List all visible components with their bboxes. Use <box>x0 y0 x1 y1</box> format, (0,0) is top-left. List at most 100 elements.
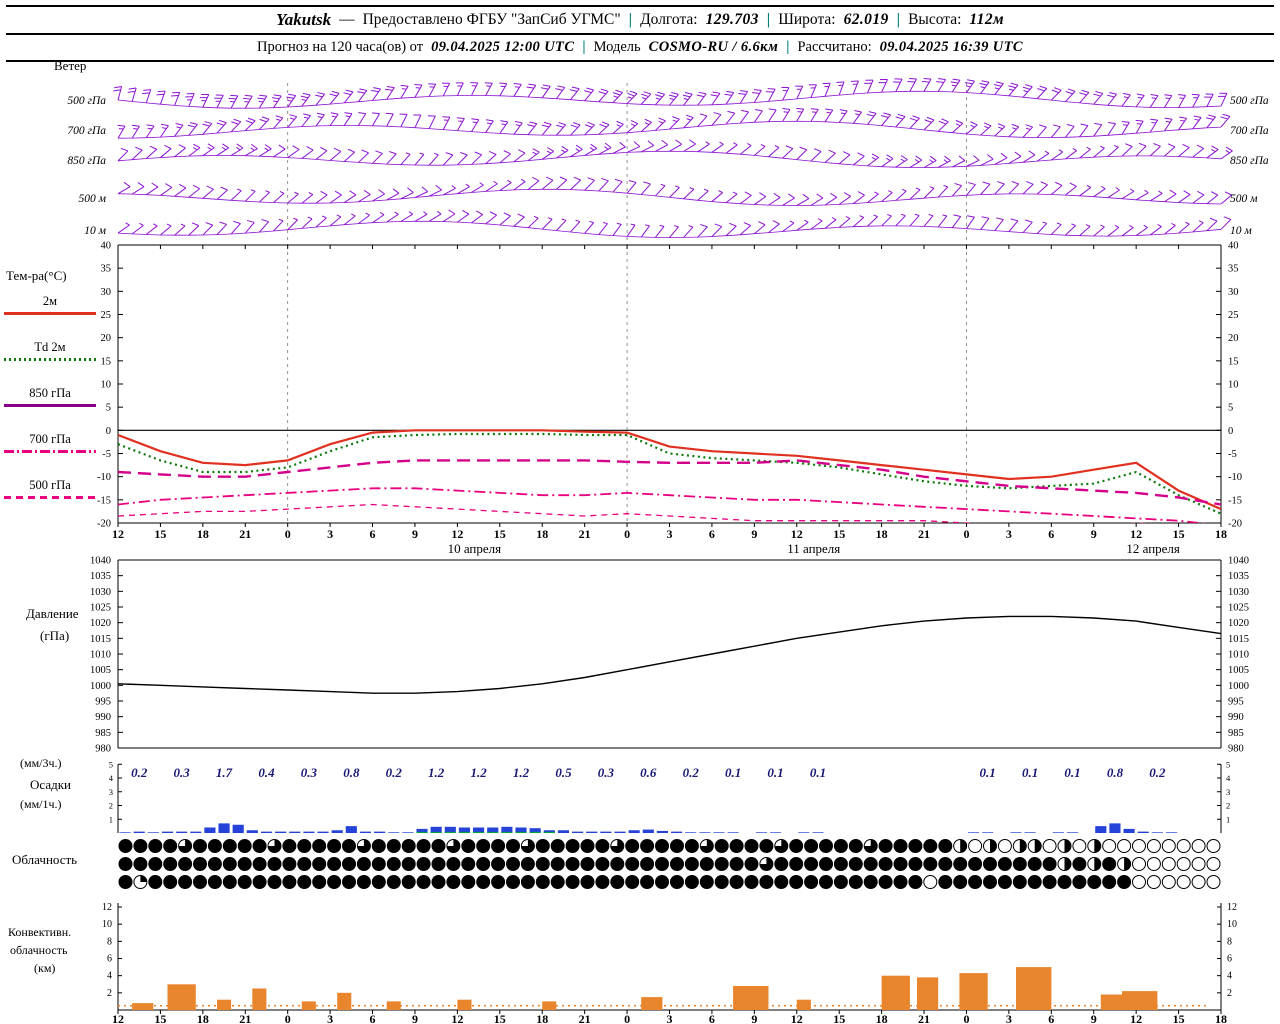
svg-text:15: 15 <box>1228 356 1239 367</box>
svg-text:1015: 1015 <box>1228 634 1249 645</box>
svg-text:10 м: 10 м <box>84 225 106 237</box>
svg-text:980: 980 <box>1228 744 1244 755</box>
svg-text:0: 0 <box>624 527 630 541</box>
svg-text:12: 12 <box>112 1012 124 1024</box>
longitude-label: Долгота: <box>640 11 698 28</box>
precip-1h-unit-label: (мм/1ч.) <box>20 797 62 811</box>
svg-text:4: 4 <box>109 773 114 783</box>
svg-text:1030: 1030 <box>1228 587 1249 598</box>
svg-text:30: 30 <box>1228 287 1239 298</box>
svg-text:1010: 1010 <box>90 650 111 661</box>
wind-row-4 <box>117 176 1233 206</box>
svg-text:700 гПа: 700 гПа <box>67 125 106 137</box>
svg-text:0.1: 0.1 <box>725 765 741 780</box>
svg-text:1000: 1000 <box>1228 681 1249 692</box>
latitude-label: Широта: <box>778 11 836 28</box>
svg-text:10: 10 <box>1228 380 1239 391</box>
svg-text:0: 0 <box>963 1012 969 1024</box>
svg-text:4: 4 <box>1226 773 1231 783</box>
header-line-2: Прогноз на 120 часа(ов) от 09.04.2025 12… <box>6 35 1274 62</box>
svg-text:1040: 1040 <box>90 556 111 567</box>
legend-item-700: 700 гПа <box>4 432 96 453</box>
wind-row-5 <box>117 209 1232 238</box>
svg-text:35: 35 <box>1228 264 1239 275</box>
altitude-label: Высота: <box>908 11 962 28</box>
svg-text:1020: 1020 <box>90 618 111 629</box>
svg-text:2: 2 <box>107 988 112 999</box>
svg-text:21: 21 <box>579 1012 591 1024</box>
svg-text:18: 18 <box>1215 527 1227 541</box>
svg-text:500 м: 500 м <box>79 193 107 205</box>
svg-text:1040: 1040 <box>1228 556 1249 567</box>
svg-text:9: 9 <box>412 527 418 541</box>
legend-label: 850 гПа <box>29 386 71 400</box>
svg-text:6: 6 <box>1048 1012 1054 1024</box>
svg-text:1.2: 1.2 <box>513 765 530 780</box>
legend-line-sample <box>4 358 96 361</box>
svg-text:20: 20 <box>1228 333 1239 344</box>
svg-text:0.3: 0.3 <box>301 765 318 780</box>
svg-text:3: 3 <box>1006 1012 1012 1024</box>
svg-text:3: 3 <box>1006 527 1012 541</box>
svg-text:12: 12 <box>791 527 803 541</box>
header-line-1: Yakutsk — Предоставлено ФГБУ "ЗапСиб УГМ… <box>6 5 1274 35</box>
svg-text:15: 15 <box>154 1012 166 1024</box>
run-time: 09.04.2025 12:00 UTC <box>431 39 575 55</box>
svg-text:-5: -5 <box>1228 449 1237 460</box>
svg-text:6: 6 <box>709 1012 715 1024</box>
svg-text:1005: 1005 <box>1228 665 1249 676</box>
svg-text:12: 12 <box>1227 902 1237 913</box>
svg-text:0.4: 0.4 <box>258 765 275 780</box>
svg-text:3: 3 <box>667 1012 673 1024</box>
svg-text:1020: 1020 <box>1228 618 1249 629</box>
svg-text:12: 12 <box>791 1012 803 1024</box>
svg-text:9: 9 <box>751 1012 757 1024</box>
svg-text:1025: 1025 <box>1228 603 1249 614</box>
svg-text:0.2: 0.2 <box>1149 765 1166 780</box>
svg-text:3: 3 <box>1226 787 1230 797</box>
svg-text:1015: 1015 <box>90 634 111 645</box>
svg-text:20: 20 <box>101 333 112 344</box>
cloud-panel-label: Облачность <box>12 852 78 867</box>
temp-axis-title: Тем-ра(°C) <box>6 268 67 283</box>
legend-item-500: 500 гПа <box>4 478 96 499</box>
legend-label: 2м <box>42 294 58 308</box>
svg-text:40: 40 <box>101 241 112 252</box>
svg-text:18: 18 <box>536 1012 548 1024</box>
svg-text:5: 5 <box>109 759 113 769</box>
svg-text:0: 0 <box>285 1012 291 1024</box>
svg-text:500 м: 500 м <box>1230 193 1258 205</box>
legend-item-td2m: Td 2м <box>4 340 96 361</box>
wind-barbs <box>113 77 1233 238</box>
svg-text:9: 9 <box>1091 527 1097 541</box>
svg-text:0.1: 0.1 <box>810 765 826 780</box>
svg-text:8: 8 <box>1227 936 1232 947</box>
svg-text:12: 12 <box>1130 527 1142 541</box>
svg-text:0: 0 <box>1228 426 1233 437</box>
svg-text:990: 990 <box>95 712 111 723</box>
svg-text:3: 3 <box>327 527 333 541</box>
svg-text:15: 15 <box>1173 1012 1185 1024</box>
legend-line-sample <box>4 404 96 407</box>
svg-text:5: 5 <box>1228 403 1233 414</box>
svg-text:10: 10 <box>1227 919 1237 930</box>
svg-text:1.2: 1.2 <box>470 765 487 780</box>
svg-text:25: 25 <box>101 310 112 321</box>
latitude-value: 62.019 <box>843 11 889 28</box>
svg-text:850 гПа: 850 гПа <box>67 155 106 167</box>
svg-text:985: 985 <box>1228 728 1244 739</box>
separator: | <box>582 39 586 55</box>
svg-text:0.1: 0.1 <box>980 765 996 780</box>
svg-text:15: 15 <box>833 1012 845 1024</box>
cloudiness-symbols <box>118 839 1221 889</box>
convective-unit-label: (км) <box>34 961 56 975</box>
svg-text:9: 9 <box>751 527 757 541</box>
svg-text:21: 21 <box>579 527 591 541</box>
svg-text:0.1: 0.1 <box>1022 765 1038 780</box>
svg-text:12: 12 <box>1130 1012 1142 1024</box>
svg-text:9: 9 <box>412 1012 418 1024</box>
svg-text:-10: -10 <box>97 472 111 483</box>
svg-text:1035: 1035 <box>1228 571 1249 582</box>
